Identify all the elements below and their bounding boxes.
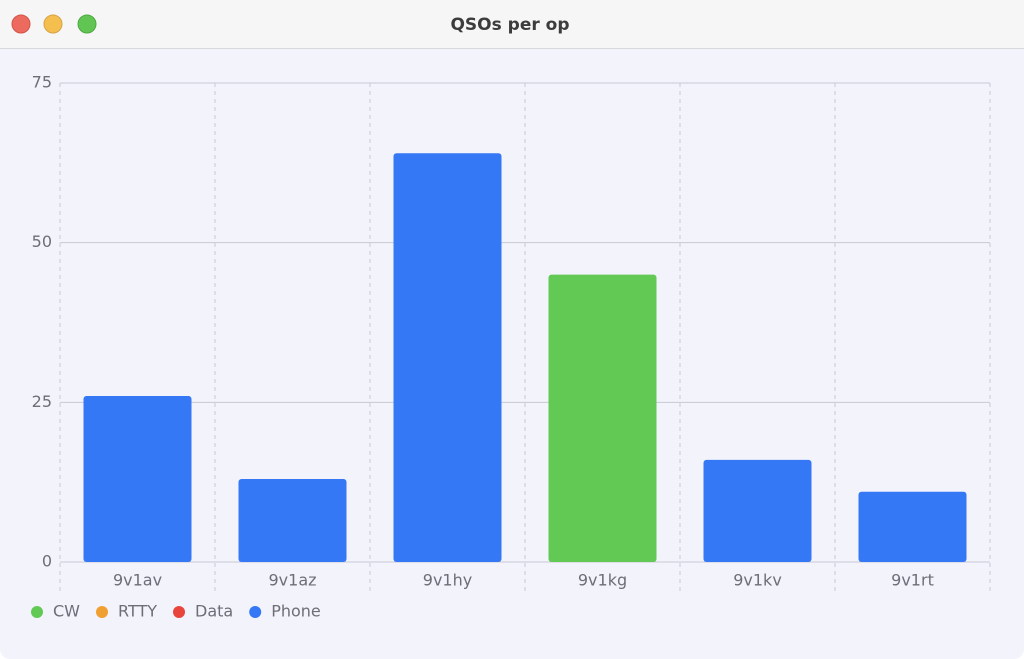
y-tick-label: 25 xyxy=(32,392,52,411)
minimize-button[interactable] xyxy=(43,14,63,34)
title-bar xyxy=(0,0,1024,48)
close-button[interactable] xyxy=(11,14,31,34)
legend-label: Data xyxy=(195,602,233,621)
bar xyxy=(393,153,502,562)
legend-label: RTTY xyxy=(118,602,157,621)
legend-swatch xyxy=(31,606,43,618)
bar xyxy=(83,395,192,562)
legend-label: CW xyxy=(53,602,80,621)
x-tick-label: 9v1kv xyxy=(733,571,782,590)
x-tick-label: 9v1hy xyxy=(423,571,472,590)
legend-label: Phone xyxy=(271,602,321,621)
bar xyxy=(238,478,347,562)
bar xyxy=(703,459,812,562)
x-tick-label: 9v1kg xyxy=(578,571,627,590)
y-tick-label: 0 xyxy=(42,552,52,571)
bar xyxy=(858,491,967,562)
window-title: QSOs per op xyxy=(450,15,569,35)
legend-swatch xyxy=(96,606,108,618)
y-tick-label: 75 xyxy=(32,73,52,92)
x-tick-label: 9v1rt xyxy=(891,571,934,590)
legend-swatch xyxy=(173,606,185,618)
legend-swatch xyxy=(249,606,262,618)
zoom-button[interactable] xyxy=(77,14,97,34)
x-tick-label: 9v1az xyxy=(268,571,316,590)
x-tick-label: 9v1av xyxy=(113,571,162,590)
y-tick-label: 50 xyxy=(32,232,52,251)
bar xyxy=(548,274,657,562)
